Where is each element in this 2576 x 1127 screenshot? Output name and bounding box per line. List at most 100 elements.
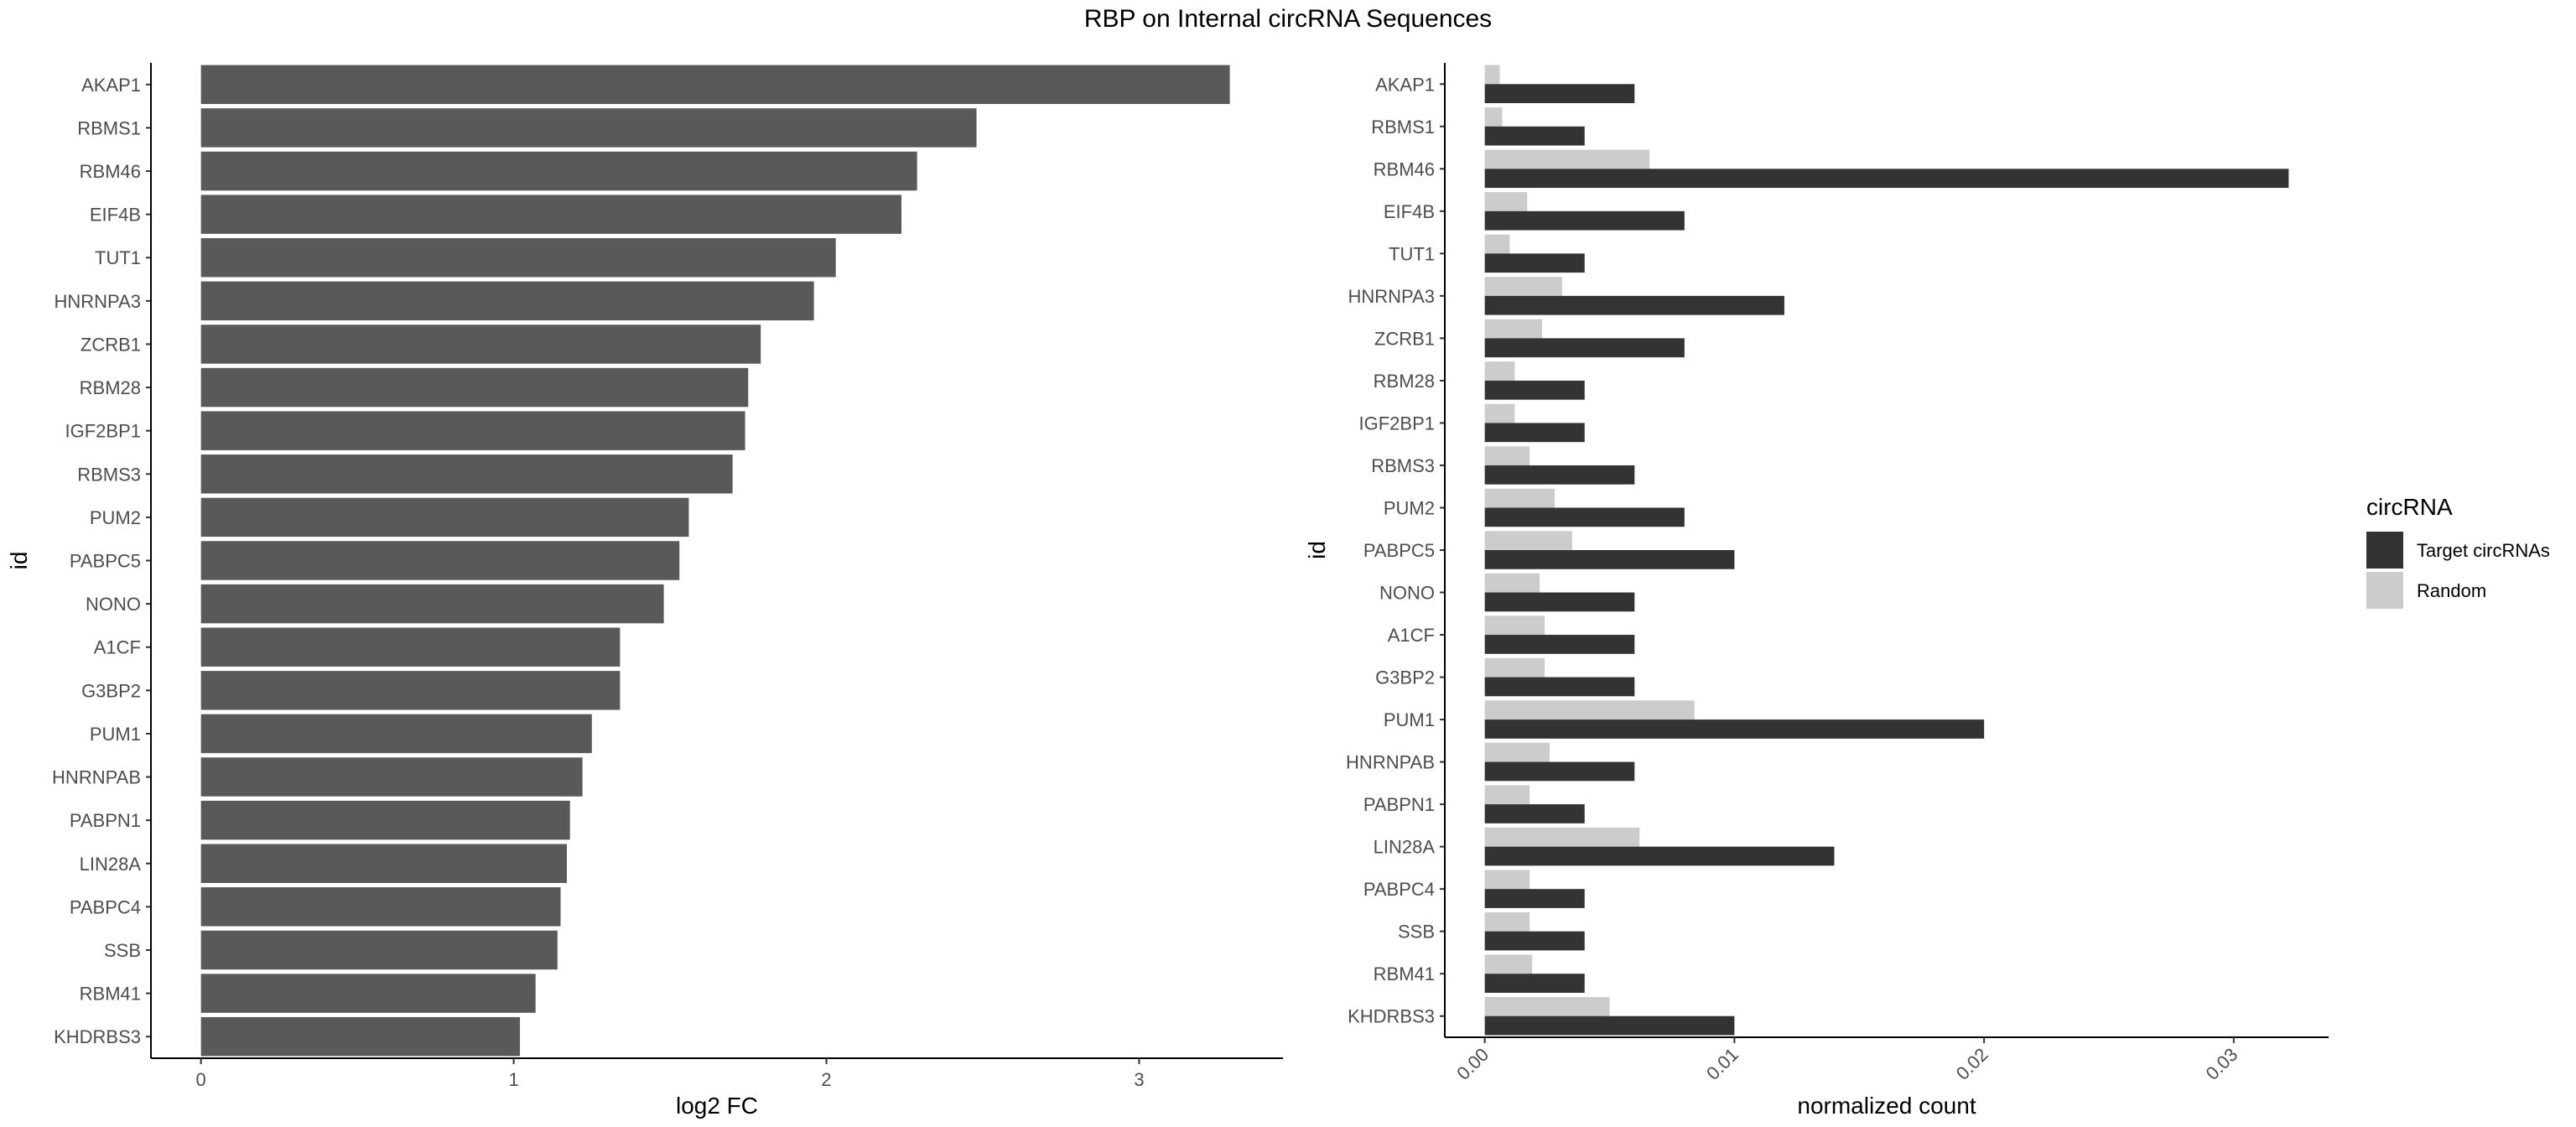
bar-a1cf-target [1484, 635, 1635, 654]
legend-label: Target circRNAs [2417, 540, 2550, 561]
bar-pabpn1-random [1484, 785, 1530, 805]
y-tick-label: PUM1 [90, 724, 141, 745]
bar-igf2bp1-random [1484, 403, 1515, 423]
bar-akap1-target [1484, 84, 1635, 103]
bar-eif4b-target [1484, 210, 1685, 231]
bar-ssb-random [1484, 911, 1530, 932]
bar-rbm28-target [1484, 380, 1585, 400]
bar-hnrnpab [200, 757, 583, 797]
left-panel-log2fc: AKAP1 RBMS1 RBM46 EIF4B TUT1 HNRNPA3 ZCRB1 RBM2… [6, 63, 1283, 1119]
bar-pabpc4 [200, 887, 561, 927]
bar-hnrnpa3-target [1484, 295, 1784, 315]
y-tick-label: IGF2BP1 [65, 421, 141, 442]
y-tick-label: RBM41 [1374, 963, 1435, 984]
y-tick-label: A1CF [1388, 625, 1435, 646]
legend-key-target [2366, 532, 2403, 569]
bar-a1cf-random [1484, 615, 1545, 636]
y-tick-label: KHDRBS3 [54, 1026, 141, 1047]
y-tick-label: PUM2 [1384, 497, 1435, 518]
y-tick-label: NONO [86, 594, 141, 615]
y-tick-label: NONO [1379, 583, 1435, 604]
bar-zcrb1-random [1484, 319, 1543, 339]
bar-rbms1-target [1484, 126, 1585, 146]
bar-igf2bp1 [200, 411, 745, 450]
bar-pabpc5-target [1484, 550, 1735, 569]
y-tick-label: A1CF [94, 637, 141, 658]
bar-rbm41-target [1484, 974, 1585, 993]
bar-rbm28 [200, 367, 749, 408]
y-tick-label: SSB [1398, 922, 1435, 943]
y-tick-label: PABPN1 [1363, 794, 1435, 815]
y-axis-title: id [6, 552, 32, 570]
bar-pabpn1 [200, 800, 570, 840]
bar-lin28a [200, 844, 567, 883]
bar-rbms3-random [1484, 446, 1530, 465]
bar-zcrb1-target [1484, 338, 1685, 358]
bar-rbms3 [200, 454, 733, 494]
bar-pum2-target [1484, 507, 1685, 527]
bar-khdrbs3 [200, 1016, 521, 1057]
y-tick-label: LIN28A [1374, 837, 1436, 858]
bar-hnrnpa3-random [1484, 277, 1562, 296]
y-tick-label: ZCRB1 [80, 334, 141, 355]
y-tick-label: AKAP1 [81, 75, 141, 96]
bar-hnrnpab-random [1484, 742, 1550, 762]
bar-pum1-random [1484, 700, 1695, 720]
bar-pabpn1-target [1484, 804, 1585, 823]
bar-a1cf [200, 627, 621, 667]
y-tick-label: HNRNPAB [52, 767, 141, 788]
bar-igf2bp1-target [1484, 423, 1585, 443]
bar-khdrbs3-target [1484, 1015, 1735, 1036]
bar-tut1-random [1484, 234, 1510, 254]
bar-lin28a-random [1484, 827, 1640, 847]
bar-rbm46 [200, 151, 917, 191]
x-tick-label: 2 [821, 1069, 831, 1090]
y-tick-label: HNRNPAB [1346, 752, 1435, 773]
bar-rbms3-target [1484, 465, 1635, 485]
y-tick-label: ZCRB1 [1374, 328, 1435, 349]
y-tick-label: IGF2BP1 [1359, 413, 1435, 434]
y-tick-label: EIF4B [1384, 201, 1435, 222]
y-tick-label: LIN28A [80, 854, 142, 875]
y-tick-label: TUT1 [1389, 243, 1435, 264]
y-axis-title: id [1304, 541, 1330, 559]
y-tick-label: TUT1 [95, 247, 141, 268]
bar-zcrb1 [200, 325, 761, 364]
y-tick-label: G3BP2 [1375, 667, 1435, 688]
legend-title: circRNA [2366, 494, 2453, 520]
bar-pabpc4-target [1484, 889, 1585, 908]
bar-rbm46-random [1484, 149, 1650, 169]
x-tick-label: 0.01 [1702, 1044, 1742, 1084]
x-tick-label: 0 [196, 1069, 206, 1090]
bar-nono-random [1484, 573, 1540, 593]
y-tick-label: RBMS1 [1371, 117, 1435, 138]
y-tick-label: RBM28 [80, 377, 141, 398]
y-tick-label: PABPN1 [70, 810, 141, 831]
y-tick-label: PABPC4 [70, 896, 141, 917]
y-tick-label: AKAP1 [1375, 74, 1435, 95]
bar-pabpc5 [200, 541, 680, 580]
y-tick-label: PABPC5 [70, 551, 141, 572]
bar-pum2-random [1484, 488, 1555, 508]
bar-rbm41-random [1484, 954, 1533, 974]
x-axis-title: log2 FC [676, 1093, 758, 1119]
y-tick-label: RBMS3 [1371, 455, 1435, 476]
right-panel-normalized-count: AKAP1 RBMS1 RBM46 EIF4B TUT1 HNRNPA3 ZCRB1 RBM2… [1304, 63, 2329, 1119]
bar-pabpc4-random [1484, 870, 1530, 890]
bar-pum1 [200, 714, 592, 754]
bar-rbms1 [200, 108, 977, 148]
bar-hnrnpa3 [200, 281, 814, 321]
bar-lin28a-target [1484, 846, 1835, 866]
bar-tut1-target [1484, 253, 1585, 273]
x-axis-title: normalized count [1797, 1093, 1976, 1119]
bar-eif4b [200, 195, 902, 234]
bar-g3bp2 [200, 671, 621, 710]
legend-key-random [2366, 572, 2403, 609]
bar-pum1-target [1484, 719, 1985, 739]
legend: circRNA Target circRNAs Random [2366, 494, 2550, 609]
x-tick-label: 0.03 [2201, 1044, 2241, 1084]
y-tick-label: RBM28 [1374, 371, 1435, 392]
x-tick-label: 1 [508, 1069, 518, 1090]
y-tick-label: PABPC4 [1363, 879, 1435, 900]
